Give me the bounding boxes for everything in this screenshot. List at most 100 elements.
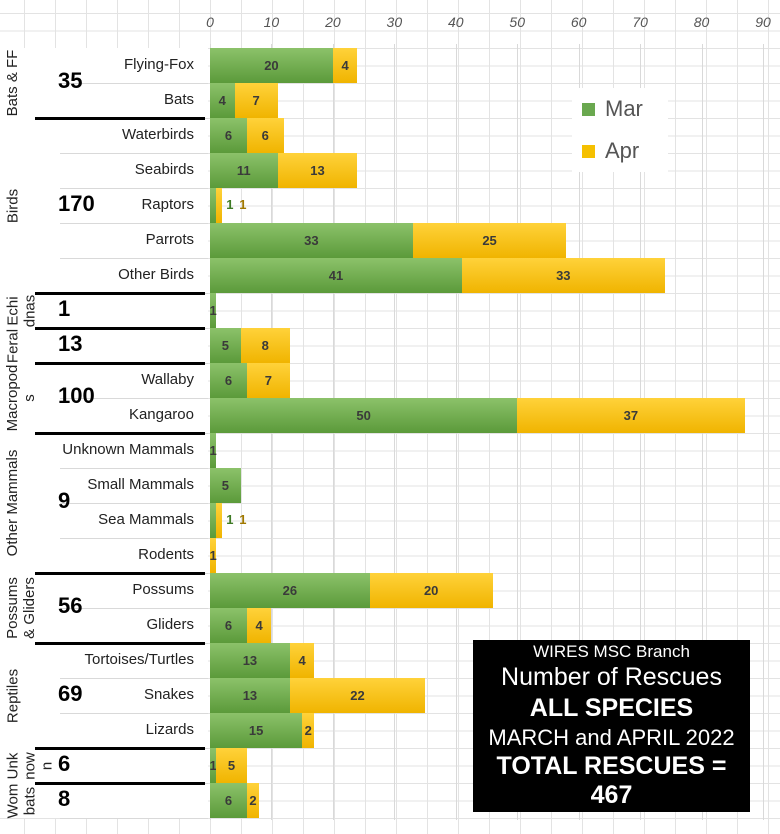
group-label: Other Mammals	[4, 449, 21, 557]
bar-apr: 6	[246, 118, 284, 153]
data-label: 6	[224, 128, 233, 143]
category-label: Other Birds	[118, 266, 194, 283]
group-label: Reptiles	[4, 668, 21, 723]
date-range: MARCH and APRIL 2022	[488, 724, 735, 750]
total-rescues: TOTAL RESCUES = 467	[496, 752, 727, 810]
group-total: 13	[58, 330, 83, 356]
row-separator	[60, 83, 208, 84]
category-label: Kangaroo	[128, 406, 194, 423]
bar-apr: 20	[369, 573, 493, 608]
group-label: Possums & Gliders	[4, 577, 38, 639]
row-separator	[60, 468, 208, 469]
data-label: 1	[239, 512, 247, 527]
data-label: 41	[328, 268, 344, 283]
data-label: 1	[239, 197, 247, 212]
bar-mar: 13	[210, 643, 290, 678]
row-separator	[60, 223, 208, 224]
data-label: 1	[209, 443, 217, 458]
bar-apr: 13	[277, 153, 358, 188]
bar-mar: 6	[210, 783, 247, 818]
group-total: 56	[58, 593, 83, 618]
legend-item-mar: Mar	[582, 96, 643, 122]
row-separator	[60, 398, 208, 399]
group-separator	[35, 292, 205, 295]
data-label: 5	[227, 758, 236, 773]
data-label: 26	[282, 583, 298, 598]
chart-subtitle: ALL SPECIES	[529, 693, 694, 722]
row-separator	[60, 503, 208, 504]
data-label: 1	[209, 548, 217, 563]
row-separator	[60, 153, 208, 154]
branch-name: WIRES MSC Branch	[533, 641, 690, 661]
x-tick-label: 0	[206, 14, 214, 30]
bar-mar: 1	[210, 188, 234, 223]
bar-mar: 11	[210, 153, 278, 188]
category-label: Tortoises/Turtles	[84, 651, 194, 668]
data-label: 6	[224, 793, 233, 808]
bar-mar: 5	[210, 468, 241, 503]
row-separator	[60, 608, 208, 609]
category-label: Small Mammals	[87, 476, 194, 493]
group-label: Unknown	[4, 751, 55, 780]
bar-apr: 22	[289, 678, 426, 713]
data-label: 11	[236, 163, 251, 178]
data-label: 6	[261, 128, 269, 143]
category-label: Lizards	[145, 721, 194, 738]
data-label: 5	[221, 338, 229, 353]
row-separator	[60, 818, 208, 819]
group-label: Feral	[4, 328, 21, 363]
group-total: 69	[58, 680, 83, 706]
category-label: Flying-Fox	[123, 56, 194, 73]
data-label: 4	[298, 653, 306, 668]
data-label: 1	[209, 758, 217, 773]
bar-mar: 6	[210, 118, 247, 153]
x-tick-label: 90	[755, 14, 771, 30]
group-total: 8	[58, 785, 71, 811]
bar-mar: 1	[209, 433, 217, 468]
category-label: Unknown Mammals	[62, 441, 194, 458]
data-label: 22	[350, 688, 365, 703]
data-label: 2	[304, 723, 312, 738]
category-label: Rodents	[138, 546, 194, 563]
row-separator	[60, 258, 208, 259]
row-separator	[60, 188, 208, 189]
group-total: 9	[58, 488, 71, 513]
legend-item-apr: Apr	[582, 138, 639, 164]
bar-mar: 41	[210, 258, 462, 293]
bar-apr: 1	[216, 503, 247, 538]
bar-apr: 1	[216, 188, 247, 223]
data-label: 25	[482, 233, 497, 248]
data-label: 1	[226, 512, 234, 527]
data-label: 33	[304, 233, 319, 248]
group-separator	[35, 362, 205, 365]
category-label: Waterbirds	[122, 126, 194, 143]
bar-apr: 25	[412, 223, 567, 258]
bar-apr: 37	[517, 398, 745, 433]
data-label: 5	[221, 478, 229, 493]
category-label: Sea Mammals	[98, 511, 194, 528]
group-total: 6	[58, 750, 71, 776]
data-label: 7	[252, 93, 260, 108]
data-label: 6	[224, 373, 233, 388]
x-tick-label: 50	[509, 14, 526, 30]
x-tick-label: 30	[386, 14, 403, 30]
x-tick-label: 20	[325, 14, 341, 30]
group-total: 170	[58, 190, 95, 216]
bar-mar: 1	[209, 748, 217, 783]
category-label: Possums	[132, 581, 194, 598]
category-label: Raptors	[141, 196, 194, 213]
bar-apr: 7	[246, 363, 290, 398]
category-label: Seabirds	[134, 161, 194, 178]
group-separator	[35, 572, 205, 575]
group-separator	[35, 642, 205, 645]
category-label: Wallaby	[141, 371, 194, 388]
bar-mar: 50	[210, 398, 518, 433]
data-label: 4	[255, 618, 263, 633]
legend-swatch-apr	[582, 144, 595, 158]
bar-apr: 4	[246, 608, 272, 643]
bar-mar: 6	[210, 608, 247, 643]
x-tick-label: 60	[570, 14, 587, 30]
bar-apr: 4	[332, 48, 358, 83]
bar-mar: 20	[210, 48, 333, 83]
